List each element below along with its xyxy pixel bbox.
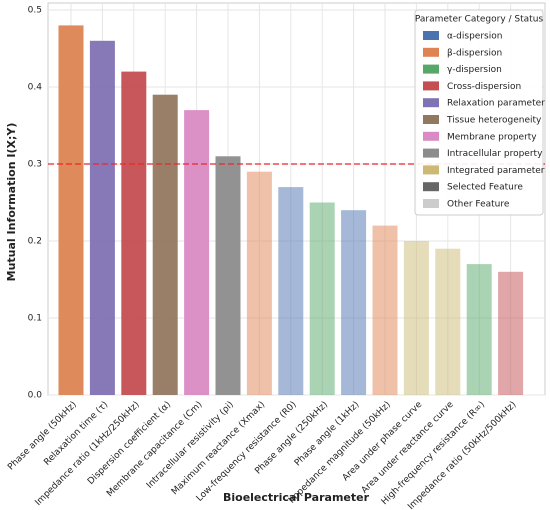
bar <box>466 264 492 395</box>
legend-label: Other Feature <box>447 200 510 210</box>
bar <box>89 40 115 396</box>
bar <box>58 25 84 396</box>
bar <box>246 171 272 395</box>
legend-label: Tissue heterogeneity <box>446 116 542 126</box>
bar <box>278 187 304 395</box>
bar <box>184 110 210 395</box>
y-tick-label: 0.4 <box>28 83 43 93</box>
bar <box>403 241 429 395</box>
legend-box <box>414 9 544 216</box>
legend-title: Parameter Category / Status <box>415 15 544 25</box>
bar <box>152 94 178 395</box>
legend-swatch <box>423 165 439 175</box>
legend-swatch <box>423 199 439 208</box>
legend-swatch <box>423 148 439 158</box>
legend-label: Selected Feature <box>447 183 523 193</box>
bar <box>498 271 524 395</box>
legend-label: Membrane property <box>447 132 537 142</box>
legend-label: α-dispersion <box>447 32 502 42</box>
bar <box>121 71 147 395</box>
legend-swatch <box>423 31 439 40</box>
legend-label: γ-dispersion <box>447 65 502 75</box>
bar <box>435 248 461 395</box>
legend-swatch <box>423 182 439 192</box>
legend-label: β-dispersion <box>447 48 502 58</box>
legend-swatch <box>423 131 439 141</box>
legend-swatch <box>423 115 439 124</box>
y-tick-label: 0.3 <box>28 160 42 170</box>
legend-swatch <box>423 98 439 108</box>
legend-label: Integrated parameter <box>447 166 545 176</box>
bar <box>309 202 335 395</box>
y-tick-label: 0.5 <box>28 6 42 16</box>
y-tick-label: 0.1 <box>28 314 42 324</box>
legend-label: Intracellular property <box>447 149 543 159</box>
legend-swatch <box>423 47 439 57</box>
bar <box>215 156 241 395</box>
legend-label: Relaxation parameter <box>447 99 545 109</box>
legend-swatch <box>423 64 439 74</box>
legend-label: Cross-dispersion <box>447 82 521 92</box>
y-axis-label: Mutual Information I(X;Y) <box>5 123 18 282</box>
legend-swatch <box>423 81 439 91</box>
x-axis-label: Bioelectrical Parameter <box>223 491 370 504</box>
bar <box>341 210 367 395</box>
bar <box>372 225 398 395</box>
y-tick-label: 0.2 <box>28 237 42 247</box>
y-tick-label: 0.0 <box>28 391 43 401</box>
